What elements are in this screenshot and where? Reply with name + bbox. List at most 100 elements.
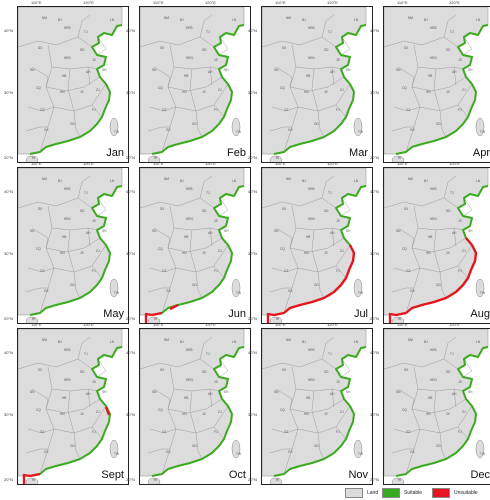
province-label: AH bbox=[86, 231, 91, 235]
province-border bbox=[317, 271, 325, 299]
legend-item-land: Land bbox=[345, 488, 378, 498]
province-label: ZJ bbox=[462, 410, 466, 414]
province-label: HB bbox=[306, 396, 310, 400]
province-label: SX bbox=[404, 207, 409, 211]
province-border bbox=[311, 68, 319, 112]
province-label: JX bbox=[202, 90, 207, 94]
province-label: JX bbox=[324, 90, 329, 94]
province-border bbox=[73, 432, 81, 460]
province-label: CQ bbox=[402, 86, 407, 90]
legend-label-land: Land bbox=[367, 490, 379, 496]
province-border bbox=[31, 227, 49, 249]
province-label: GZ bbox=[406, 269, 410, 273]
province-label: GD bbox=[192, 122, 197, 126]
province-label: HEB bbox=[430, 187, 437, 191]
province-border bbox=[209, 227, 213, 247]
province-label: FJ bbox=[92, 430, 96, 434]
province-label: GD bbox=[436, 283, 441, 287]
province-label: NM bbox=[164, 16, 169, 20]
suitable-coastline bbox=[395, 346, 489, 477]
province-label: SD bbox=[202, 209, 207, 213]
province-label: HEN bbox=[308, 378, 315, 382]
province-border bbox=[173, 227, 220, 231]
province-label: CQ bbox=[280, 408, 285, 412]
province-label: GX bbox=[288, 128, 293, 132]
province-border bbox=[391, 126, 414, 132]
province-border bbox=[53, 83, 107, 112]
province-label: SD bbox=[202, 370, 207, 374]
map-panel-apr: BJ TJ HEB SX SD HEN JS SH AH HB ZJ JX HN FJ GD GX HI TW CQ… bbox=[383, 6, 490, 163]
province-border bbox=[335, 104, 347, 118]
province-border bbox=[51, 227, 98, 231]
province-label: CQ bbox=[36, 408, 41, 412]
taiwan-island bbox=[231, 278, 241, 298]
province-border bbox=[411, 398, 467, 414]
province-label: SX bbox=[160, 207, 165, 211]
province-label: GD bbox=[70, 122, 75, 126]
province-border bbox=[18, 197, 93, 209]
province-label: FJ bbox=[336, 430, 340, 434]
province-label: GZ bbox=[406, 430, 410, 434]
province-label: GZ bbox=[40, 269, 44, 273]
province-border bbox=[321, 336, 335, 360]
unsuitable-segment-zhejiang-spot bbox=[104, 406, 111, 416]
axis-tick-label: 110°E bbox=[153, 0, 164, 5]
province-border bbox=[419, 405, 473, 434]
province-label: HB bbox=[306, 74, 310, 78]
province-label: BJ bbox=[424, 179, 428, 183]
province-label: SN bbox=[396, 229, 401, 233]
province-label: LN bbox=[110, 179, 115, 183]
province-label: SX bbox=[404, 368, 409, 372]
province-label: AH bbox=[330, 231, 335, 235]
province-border bbox=[147, 448, 170, 454]
province-label: TW bbox=[358, 130, 363, 134]
province-label: SX bbox=[282, 46, 287, 50]
province-label: FJ bbox=[458, 108, 462, 112]
map-panel-jul: BJ TJ HEB SX SD HEN JS SH AH HB ZJ JX HN FJ GD GX HI TW CQ… bbox=[261, 167, 373, 324]
map-feb: BJ TJ HEB SX SD HEN JS SH AH HB ZJ JX HN FJ GD GX HI TW CQ… bbox=[140, 7, 245, 162]
province-label: HEB bbox=[186, 348, 193, 352]
province-border bbox=[209, 388, 213, 408]
axis-tick-label: 40°N bbox=[248, 189, 257, 194]
province-label: LN bbox=[354, 179, 359, 183]
province-label: SD bbox=[80, 370, 85, 374]
province-label: LN bbox=[232, 18, 237, 22]
province-border bbox=[149, 428, 177, 434]
province-label: JS bbox=[92, 380, 96, 384]
axis-tick-label: 110°E bbox=[31, 0, 42, 5]
map-dec: BJ TJ HEB SX SD HEN JS SH AH HB ZJ JX HN FJ GD GX HI TW CQ… bbox=[384, 329, 489, 484]
province-label: HEB bbox=[186, 26, 193, 30]
province-border bbox=[321, 175, 335, 199]
province-border bbox=[297, 83, 351, 112]
province-label: JS bbox=[458, 380, 462, 384]
province-border bbox=[18, 36, 93, 48]
province-label: HI bbox=[276, 478, 279, 482]
province-border bbox=[331, 388, 335, 408]
province-label: SH bbox=[224, 68, 229, 72]
axis-tick-label: 120°E bbox=[205, 161, 216, 166]
axis-tick-label: 20°N bbox=[248, 155, 257, 160]
province-label: SD bbox=[324, 209, 329, 213]
province-label: AH bbox=[330, 70, 335, 74]
province-border bbox=[67, 229, 75, 273]
province-border bbox=[18, 358, 93, 370]
province-label: GD bbox=[314, 283, 319, 287]
taiwan-island bbox=[475, 278, 485, 298]
hainan-island bbox=[269, 316, 283, 323]
province-border bbox=[443, 14, 457, 38]
unsuitable-segment-guangxi bbox=[22, 472, 41, 484]
province-label: HEN bbox=[308, 56, 315, 60]
axis-tick-label: 110°E bbox=[31, 161, 42, 166]
axis-tick-label: 110°E bbox=[397, 322, 408, 327]
province-label: GX bbox=[410, 450, 415, 454]
province-label: GD bbox=[70, 283, 75, 287]
province-border bbox=[189, 390, 197, 434]
province-border bbox=[199, 336, 213, 360]
province-label: HB bbox=[62, 74, 66, 78]
axis-tick-label: 30°N bbox=[370, 412, 379, 417]
axis-tick-label: 30°N bbox=[126, 90, 135, 95]
province-label: GX bbox=[288, 289, 293, 293]
province-label: BJ bbox=[58, 340, 62, 344]
province-label: ZJ bbox=[340, 410, 344, 414]
province-border bbox=[335, 426, 347, 440]
